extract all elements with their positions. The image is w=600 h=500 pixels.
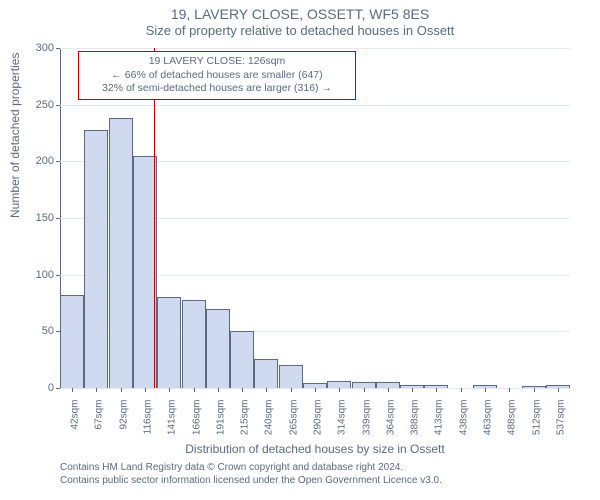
x-axis-label: Distribution of detached houses by size …: [60, 442, 570, 456]
xtick-mark: [436, 388, 437, 392]
ytick-label: 50: [14, 325, 54, 337]
annotation-line-1: 19 LAVERY CLOSE: 126sqm: [85, 55, 349, 69]
xtick-mark: [266, 388, 267, 392]
ytick-mark: [56, 218, 60, 219]
xtick-mark: [121, 388, 122, 392]
ytick-mark: [56, 105, 60, 106]
ytick-label: 0: [14, 382, 54, 394]
xtick-mark: [169, 388, 170, 392]
xtick-mark: [242, 388, 243, 392]
ytick-label: 150: [14, 212, 54, 224]
ytick-label: 200: [14, 155, 54, 167]
plot-area: 05010015020025030042sqm67sqm92sqm116sqm1…: [60, 48, 570, 388]
histogram-bar: [254, 359, 278, 388]
ytick-label: 300: [14, 42, 54, 54]
xtick-mark: [364, 388, 365, 392]
xtick-mark: [412, 388, 413, 392]
y-axis-label: Number of detached properties: [8, 53, 22, 218]
ytick-mark: [56, 275, 60, 276]
xtick-mark: [534, 388, 535, 392]
histogram-bar: [327, 381, 351, 388]
histogram-bar: [157, 297, 181, 388]
xtick-mark: [72, 388, 73, 392]
histogram-bar: [84, 130, 108, 388]
ytick-label: 250: [14, 99, 54, 111]
histogram-bar: [279, 365, 303, 388]
xtick-mark: [388, 388, 389, 392]
footer-line-1: Contains HM Land Registry data © Crown c…: [60, 462, 580, 475]
xtick-mark: [315, 388, 316, 392]
xtick-mark: [339, 388, 340, 392]
xtick-mark: [96, 388, 97, 392]
histogram-bar: [60, 295, 84, 388]
footer-line-2: Contains public sector information licen…: [60, 475, 580, 488]
ytick-mark: [56, 48, 60, 49]
xtick-mark: [485, 388, 486, 392]
chart-title-main: 19, LAVERY CLOSE, OSSETT, WF5 8ES: [0, 0, 600, 23]
gridline: [60, 105, 570, 106]
gridline: [60, 48, 570, 49]
ytick-mark: [56, 161, 60, 162]
histogram-bar: [230, 331, 254, 388]
xtick-mark: [558, 388, 559, 392]
histogram-bar: [206, 309, 230, 388]
footer-attribution: Contains HM Land Registry data © Crown c…: [60, 462, 580, 487]
xtick-mark: [194, 388, 195, 392]
plot-frame: 05010015020025030042sqm67sqm92sqm116sqm1…: [60, 48, 570, 428]
chart-title-sub: Size of property relative to detached ho…: [0, 23, 600, 41]
ytick-label: 100: [14, 269, 54, 281]
annotation-line-3: 32% of semi-detached houses are larger (…: [85, 82, 349, 96]
xtick-mark: [509, 388, 510, 392]
histogram-bar: [182, 300, 206, 388]
xtick-mark: [291, 388, 292, 392]
xtick-mark: [461, 388, 462, 392]
ytick-mark: [56, 388, 60, 389]
histogram-bar: [109, 118, 133, 388]
xtick-mark: [218, 388, 219, 392]
annotation-line-2: ← 66% of detached houses are smaller (64…: [85, 69, 349, 83]
xtick-mark: [145, 388, 146, 392]
annotation-box: 19 LAVERY CLOSE: 126sqm← 66% of detached…: [78, 51, 356, 100]
